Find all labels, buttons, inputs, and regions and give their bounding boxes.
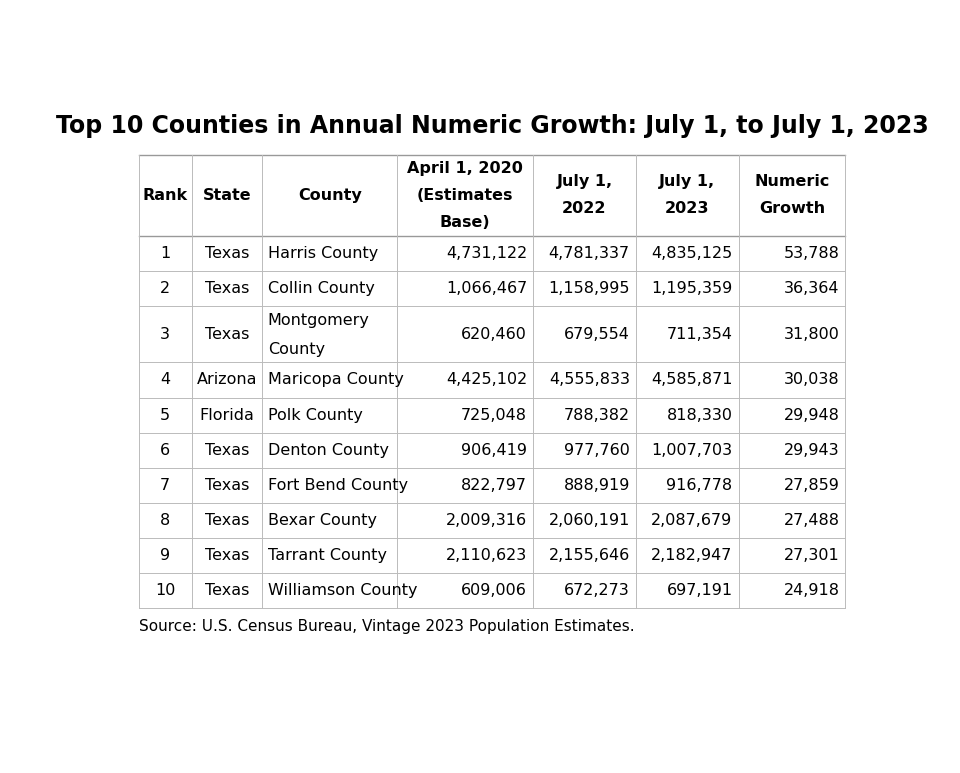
Text: Harris County: Harris County — [268, 246, 378, 261]
Text: 888,919: 888,919 — [564, 478, 630, 493]
Text: Montgomery
County: Montgomery County — [268, 313, 370, 357]
Text: 6: 6 — [160, 443, 170, 458]
Text: 679,554: 679,554 — [564, 327, 630, 342]
Text: 906,419: 906,419 — [461, 443, 527, 458]
Text: 2,087,679: 2,087,679 — [651, 513, 732, 528]
Text: July 1,
2023: July 1, 2023 — [660, 175, 715, 216]
Text: 697,191: 697,191 — [666, 583, 732, 598]
Text: 2,110,623: 2,110,623 — [445, 548, 527, 563]
Text: 3: 3 — [160, 327, 170, 342]
Text: Texas: Texas — [204, 478, 250, 493]
Text: Maricopa County: Maricopa County — [268, 373, 404, 387]
Text: 788,382: 788,382 — [564, 407, 630, 423]
Text: Texas: Texas — [204, 327, 250, 342]
Text: 1,158,995: 1,158,995 — [548, 281, 630, 296]
Text: Arizona: Arizona — [197, 373, 257, 387]
Text: 30,038: 30,038 — [783, 373, 839, 387]
Text: Polk County: Polk County — [268, 407, 363, 423]
Text: 672,273: 672,273 — [564, 583, 630, 598]
Text: 27,301: 27,301 — [783, 548, 839, 563]
Text: 977,760: 977,760 — [564, 443, 630, 458]
Text: 1,066,467: 1,066,467 — [445, 281, 527, 296]
Text: 4,781,337: 4,781,337 — [549, 246, 630, 261]
Text: Tarrant County: Tarrant County — [268, 548, 387, 563]
Text: 36,364: 36,364 — [784, 281, 839, 296]
Text: 4,555,833: 4,555,833 — [549, 373, 630, 387]
Text: 29,943: 29,943 — [783, 443, 839, 458]
Text: July 1,
2022: July 1, 2022 — [557, 175, 612, 216]
Text: Rank: Rank — [143, 188, 188, 203]
Text: 1,195,359: 1,195,359 — [651, 281, 732, 296]
Text: State: State — [203, 188, 252, 203]
Text: 29,948: 29,948 — [783, 407, 839, 423]
Text: Texas: Texas — [204, 548, 250, 563]
Text: 7: 7 — [160, 478, 170, 493]
Text: 822,797: 822,797 — [461, 478, 527, 493]
Text: Numeric
Growth: Numeric Growth — [755, 175, 829, 216]
Text: 609,006: 609,006 — [461, 583, 527, 598]
Text: 2,009,316: 2,009,316 — [446, 513, 527, 528]
Text: Texas: Texas — [204, 246, 250, 261]
Text: Denton County: Denton County — [268, 443, 389, 458]
Text: 4,585,871: 4,585,871 — [651, 373, 732, 387]
Text: April 1, 2020
(Estimates
Base): April 1, 2020 (Estimates Base) — [407, 161, 523, 230]
Text: Fort Bend County: Fort Bend County — [268, 478, 408, 493]
Text: 31,800: 31,800 — [783, 327, 839, 342]
Text: 53,788: 53,788 — [783, 246, 839, 261]
Text: 2,060,191: 2,060,191 — [548, 513, 630, 528]
Text: Texas: Texas — [204, 583, 250, 598]
Text: Texas: Texas — [204, 443, 250, 458]
Text: Source: U.S. Census Bureau, Vintage 2023 Population Estimates.: Source: U.S. Census Bureau, Vintage 2023… — [138, 619, 635, 634]
Text: 4,835,125: 4,835,125 — [651, 246, 732, 261]
Text: 5: 5 — [160, 407, 170, 423]
Text: Florida: Florida — [200, 407, 254, 423]
Text: 9: 9 — [160, 548, 170, 563]
Text: 4,425,102: 4,425,102 — [445, 373, 527, 387]
Text: 916,778: 916,778 — [666, 478, 732, 493]
Text: 27,859: 27,859 — [783, 478, 839, 493]
Text: Top 10 Counties in Annual Numeric Growth: July 1, to July 1, 2023: Top 10 Counties in Annual Numeric Growth… — [56, 114, 928, 138]
Text: 620,460: 620,460 — [461, 327, 527, 342]
Text: 818,330: 818,330 — [666, 407, 732, 423]
Text: County: County — [298, 188, 362, 203]
Text: 2: 2 — [160, 281, 170, 296]
Text: 2,182,947: 2,182,947 — [651, 548, 732, 563]
Text: Texas: Texas — [204, 513, 250, 528]
Text: 8: 8 — [160, 513, 171, 528]
Text: 4: 4 — [160, 373, 170, 387]
Text: 4,731,122: 4,731,122 — [445, 246, 527, 261]
Text: Williamson County: Williamson County — [268, 583, 418, 598]
Text: 1,007,703: 1,007,703 — [652, 443, 732, 458]
Text: 725,048: 725,048 — [461, 407, 527, 423]
Text: 24,918: 24,918 — [783, 583, 839, 598]
Text: 2,155,646: 2,155,646 — [548, 548, 630, 563]
Text: Texas: Texas — [204, 281, 250, 296]
Text: Collin County: Collin County — [268, 281, 374, 296]
Text: 711,354: 711,354 — [666, 327, 732, 342]
Text: 27,488: 27,488 — [783, 513, 839, 528]
Text: 10: 10 — [156, 583, 176, 598]
Text: Bexar County: Bexar County — [268, 513, 377, 528]
Text: 1: 1 — [160, 246, 171, 261]
